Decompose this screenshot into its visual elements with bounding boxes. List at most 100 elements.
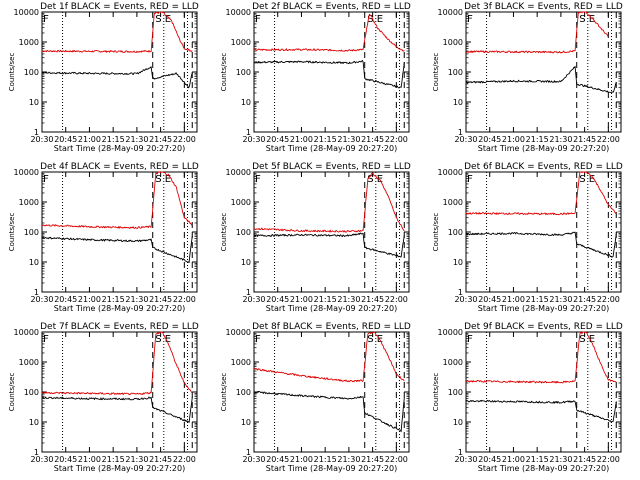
lld-series-line: [253, 173, 405, 233]
y-tick-label: 10: [241, 98, 251, 107]
events-series-line: [41, 66, 193, 89]
y-tick-label: 10000: [14, 328, 39, 337]
x-tick-label: 21:15: [102, 135, 125, 144]
x-tick-label: 21:00: [290, 455, 313, 464]
x-tick-label: 21:30: [549, 295, 572, 304]
y-axis-label: Counts/sec: [220, 213, 228, 252]
y-tick-label: 100: [236, 388, 251, 397]
x-tick-label: 20:30: [454, 135, 477, 144]
marker-label-s: S: [367, 334, 373, 345]
lld-series-line: [465, 11, 609, 54]
marker-label-f: F: [255, 14, 261, 25]
y-tick-label: 100: [236, 68, 251, 77]
marker-label-e: E: [589, 334, 595, 345]
y-tick-label: 1: [458, 128, 463, 137]
x-tick-label: 21:30: [549, 135, 572, 144]
y-tick-label: 1: [34, 448, 39, 457]
marker-label-f: F: [255, 174, 261, 185]
marker-label-s: S: [155, 174, 161, 185]
chart-title: Det 9f BLACK = Events, RED = LLD: [464, 322, 623, 332]
plot-frame: [465, 331, 622, 453]
x-tick-label: 21:00: [78, 455, 101, 464]
x-tick-label: 21:45: [149, 295, 172, 304]
x-tick-label: 21:00: [502, 295, 525, 304]
x-tick-label: 22:00: [385, 295, 408, 304]
x-tick-label: 22:00: [385, 135, 408, 144]
marker-label-s: S: [579, 174, 585, 185]
chart-panel: Det 7f BLACK = Events, RED = LLD 1 10 100 10…: [8, 322, 199, 473]
y-axis-label: Counts/sec: [432, 213, 440, 252]
x-tick-label: 21:45: [573, 135, 596, 144]
events-series-line: [41, 396, 193, 423]
x-tick-label: 20:30: [242, 455, 265, 464]
y-tick-label: 1000: [443, 358, 463, 367]
x-tick-label: 21:15: [314, 455, 337, 464]
plot-frame: [253, 11, 410, 133]
y-tick-label: 1000: [19, 198, 39, 207]
plot-frame: [41, 171, 198, 293]
x-tick-label: 21:15: [526, 295, 549, 304]
y-tick-label: 100: [448, 388, 463, 397]
y-tick-label: 1000: [231, 358, 251, 367]
y-tick-label: 10000: [438, 168, 463, 177]
marker-label-s: S: [155, 14, 161, 25]
y-tick-label: 1000: [19, 358, 39, 367]
x-tick-label: 21:15: [526, 135, 549, 144]
lld-series-line: [41, 331, 193, 396]
y-tick-label: 10000: [226, 8, 251, 17]
x-tick-label: 22:00: [173, 135, 196, 144]
events-series-line: [465, 231, 617, 258]
x-tick-label: 21:15: [102, 295, 125, 304]
x-tick-label: 21:15: [314, 295, 337, 304]
x-tick-label: 21:30: [549, 455, 572, 464]
y-tick-label: 100: [236, 228, 251, 237]
marker-label-e: E: [589, 174, 595, 185]
x-axis-label: Start Time (28-May-09 20:27:20): [478, 304, 609, 313]
x-tick-label: 21:45: [573, 455, 596, 464]
marker-label-e: E: [165, 14, 171, 25]
marker-label-e: E: [377, 14, 383, 25]
x-tick-label: 22:00: [597, 295, 620, 304]
y-tick-label: 100: [24, 228, 39, 237]
x-tick-label: 21:00: [502, 135, 525, 144]
x-tick-label: 20:45: [266, 455, 289, 464]
x-tick-label: 20:45: [54, 295, 77, 304]
plot-frame: [41, 331, 198, 453]
y-tick-label: 1: [246, 448, 251, 457]
x-tick-label: 21:00: [290, 135, 313, 144]
plot-frame: [41, 11, 198, 133]
chart-panel: Det 6f BLACK = Events, RED = LLD 1 10 100 10…: [432, 162, 623, 313]
marker-label-e: E: [165, 334, 171, 345]
x-tick-label: 20:30: [30, 455, 53, 464]
x-tick-label: 22:00: [597, 135, 620, 144]
x-tick-label: 21:00: [78, 135, 101, 144]
x-tick-label: 22:00: [173, 295, 196, 304]
y-tick-label: 1: [34, 128, 39, 137]
marker-label-f: F: [467, 14, 473, 25]
x-axis-label: Start Time (28-May-09 20:27:20): [266, 464, 397, 473]
x-tick-label: 22:00: [385, 455, 408, 464]
x-tick-label: 20:45: [266, 135, 289, 144]
y-tick-label: 10: [29, 258, 39, 267]
marker-label-s: S: [367, 174, 373, 185]
marker-label-s: S: [367, 14, 373, 25]
y-tick-label: 1000: [19, 38, 39, 47]
lld-series-line: [465, 171, 617, 216]
x-tick-label: 20:45: [266, 295, 289, 304]
events-series-line: [41, 235, 193, 264]
chart-title: Det 8f BLACK = Events, RED = LLD: [252, 322, 411, 332]
y-tick-label: 10000: [14, 8, 39, 17]
marker-label-s: S: [579, 14, 585, 25]
chart-title: Det 4f BLACK = Events, RED = LLD: [40, 162, 199, 172]
x-tick-label: 21:15: [526, 455, 549, 464]
x-tick-label: 21:30: [125, 455, 148, 464]
marker-label-f: F: [467, 334, 473, 345]
chart-title: Det 7f BLACK = Events, RED = LLD: [40, 322, 199, 332]
x-tick-label: 20:30: [454, 455, 477, 464]
chart-panel: Det 1f BLACK = Events, RED = LLD 1 10 100 10…: [8, 2, 199, 153]
x-tick-label: 20:30: [454, 295, 477, 304]
chart-title: Det 5f BLACK = Events, RED = LLD: [252, 162, 411, 172]
chart-title: Det 6f BLACK = Events, RED = LLD: [464, 162, 623, 172]
y-axis-label: Counts/sec: [432, 53, 440, 92]
lld-series-line: [253, 331, 405, 383]
